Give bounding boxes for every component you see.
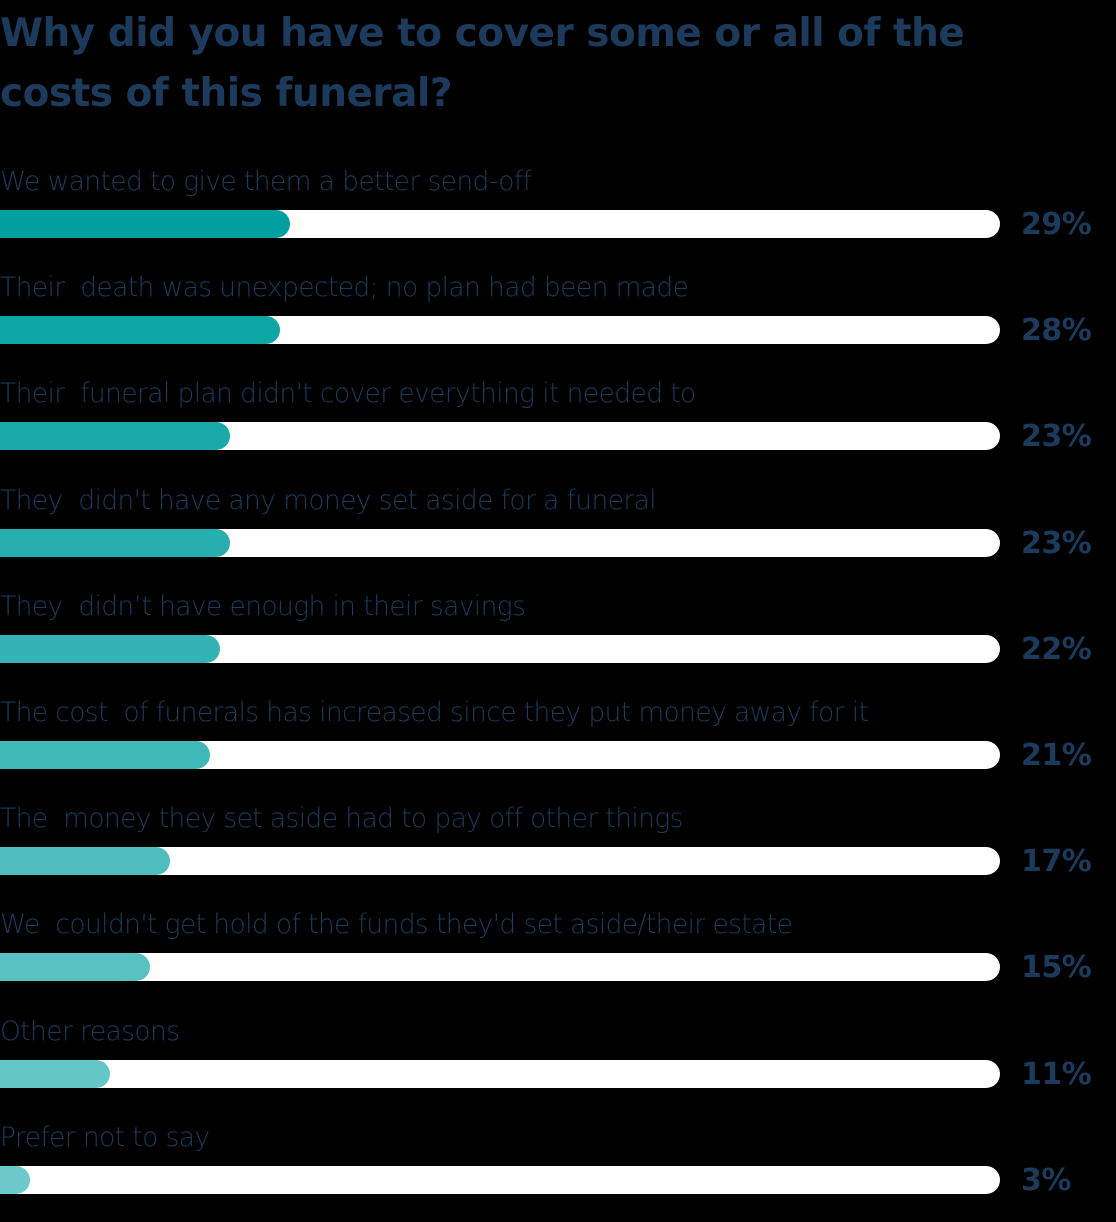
bar-fill <box>0 528 230 557</box>
bar-track <box>0 847 1000 876</box>
bar-label: They didn’t have enough in their savings <box>0 590 526 622</box>
bar-label: The money they set aside had to pay off … <box>0 803 683 835</box>
bar-row: Other reasons 11% <box>0 1010 1116 1116</box>
bar-row: We couldn't get hold of the funds they'd… <box>0 903 1116 1009</box>
bar-label: Other reasons <box>0 1015 180 1047</box>
bar-fill <box>0 634 220 663</box>
bar-value: 15% <box>1021 950 1092 986</box>
bar-row: Prefer not to say 3% <box>0 1116 1116 1222</box>
bar-value: 28% <box>1021 313 1092 349</box>
bar-label: We couldn't get hold of the funds they'd… <box>0 909 793 941</box>
bar-label: They didn't have any money set aside for… <box>0 484 657 516</box>
bar-row: The cost of funerals has increased since… <box>0 691 1116 797</box>
bar-fill <box>0 1059 110 1088</box>
bar-track <box>0 528 1000 557</box>
bar-fill <box>0 210 290 238</box>
bar-value: 3% <box>1021 1162 1071 1198</box>
bar-value: 29% <box>1021 207 1092 242</box>
bar-fill <box>0 1165 30 1194</box>
bar-fill <box>0 847 170 876</box>
bar-track <box>0 634 1000 663</box>
bar-track <box>0 1059 1000 1088</box>
bar-row: We wanted to give them a better send-off… <box>0 160 1116 266</box>
bar-value: 22% <box>1021 631 1092 667</box>
bar-row: Their death was unexpected; no plan had … <box>0 266 1116 372</box>
bar-list: We wanted to give them a better send-off… <box>0 160 1116 1222</box>
bar-track <box>0 953 1000 982</box>
bar-value: 23% <box>1021 419 1092 455</box>
bar-label: Their funeral plan didn't cover everythi… <box>0 378 696 410</box>
bar-fill <box>0 740 210 769</box>
bar-track <box>0 316 1000 345</box>
bar-label: Their death was unexpected; no plan had … <box>0 272 689 304</box>
bar-track <box>0 210 1000 238</box>
bar-label: The cost of funerals has increased since… <box>0 696 869 728</box>
bar-row: The money they set aside had to pay off … <box>0 797 1116 903</box>
bar-value: 23% <box>1021 525 1092 561</box>
bar-track <box>0 1165 1000 1194</box>
bar-row: They didn’t have enough in their savings… <box>0 585 1116 691</box>
bar-track <box>0 422 1000 451</box>
bar-fill <box>0 953 150 982</box>
bar-fill <box>0 422 230 451</box>
bar-label: We wanted to give them a better send-off <box>0 166 532 197</box>
bar-row: They didn't have any money set aside for… <box>0 479 1116 585</box>
bar-value: 17% <box>1021 844 1092 880</box>
bar-value: 21% <box>1021 737 1092 773</box>
chart-title: Why did you have to cover some or all of… <box>0 11 965 116</box>
bar-track <box>0 740 1000 769</box>
bar-label: Prefer not to say <box>0 1121 210 1153</box>
bar-value: 11% <box>1021 1056 1092 1092</box>
bar-fill <box>0 316 280 345</box>
bar-row: Their funeral plan didn't cover everythi… <box>0 372 1116 478</box>
